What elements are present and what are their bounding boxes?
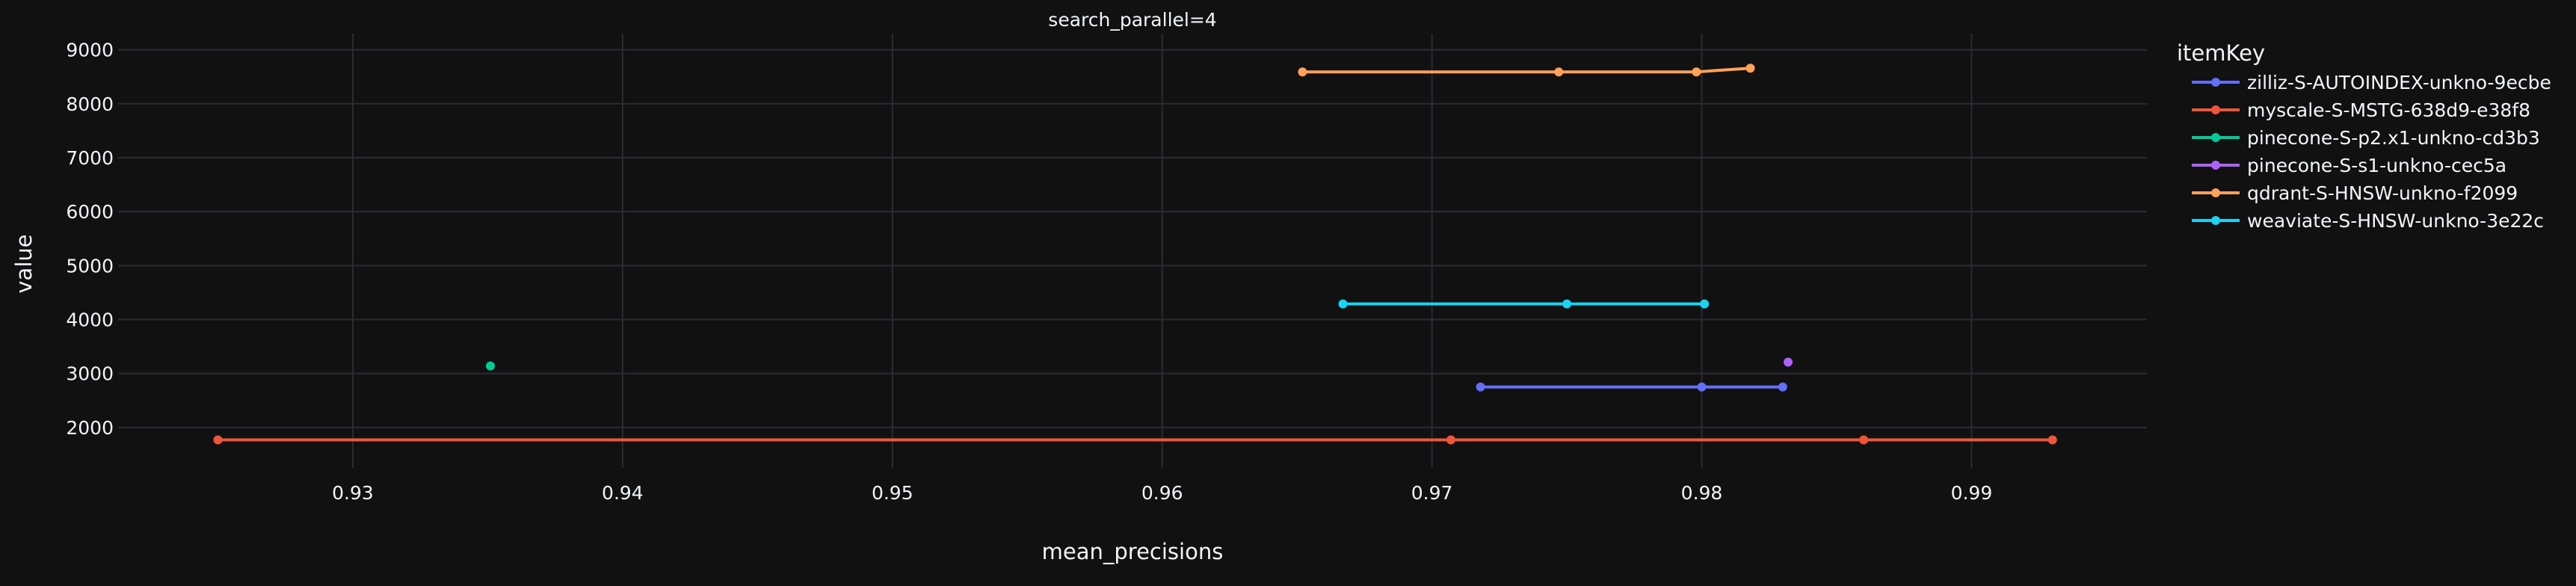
data-point[interactable] xyxy=(1784,357,1793,367)
data-point[interactable] xyxy=(2047,435,2057,445)
series-6[interactable] xyxy=(1338,299,1710,309)
y-tick-label: 6000 xyxy=(66,201,114,223)
data-point[interactable] xyxy=(1700,299,1710,309)
legend-label: qdrant-S-HNSW-unkno-f2099 xyxy=(2247,182,2518,204)
legend-items: zilliz-S-AUTOINDEX-unkno-9ecbe myscale-S-… xyxy=(2192,72,2551,232)
series-line[interactable] xyxy=(1302,67,1751,74)
series-4[interactable] xyxy=(1784,357,1793,367)
y-tick-label: 2000 xyxy=(66,417,114,439)
series-1[interactable] xyxy=(1476,382,1787,392)
legend-label: weaviate-S-HNSW-unkno-3e22c xyxy=(2247,210,2544,232)
legend-item[interactable]: pinecone-S-s1-unkno-cec5a xyxy=(2192,155,2506,176)
y-axis-title: value xyxy=(11,234,37,293)
data-point[interactable] xyxy=(213,435,223,445)
data-point[interactable] xyxy=(1446,435,1455,445)
x-tick-label: 0.98 xyxy=(1681,482,1723,504)
legend-swatch-marker xyxy=(2211,188,2220,197)
legend-item[interactable]: zilliz-S-AUTOINDEX-unkno-9ecbe xyxy=(2192,72,2551,93)
x-grid xyxy=(351,34,1973,468)
legend-swatch-marker xyxy=(2211,216,2220,225)
data-point[interactable] xyxy=(1338,299,1348,309)
x-tick-label: 0.99 xyxy=(1951,482,1993,504)
y-grid xyxy=(118,49,2147,428)
legend-item[interactable]: weaviate-S-HNSW-unkno-3e22c xyxy=(2192,210,2544,232)
x-tick-label: 0.94 xyxy=(602,482,644,504)
legend-swatch-marker xyxy=(2211,78,2220,87)
legend-label: pinecone-S-s1-unkno-cec5a xyxy=(2247,155,2506,176)
x-tick-label: 0.96 xyxy=(1141,482,1183,504)
y-tick-label: 7000 xyxy=(66,147,114,169)
legend-swatch-marker xyxy=(2211,133,2220,142)
data-point[interactable] xyxy=(1697,382,1707,392)
y-tick-label: 9000 xyxy=(66,40,114,61)
legend-swatch-marker xyxy=(2211,105,2220,114)
legend-label: zilliz-S-AUTOINDEX-unkno-9ecbe xyxy=(2247,72,2551,93)
y-tick-label: 4000 xyxy=(66,309,114,331)
data-point[interactable] xyxy=(1562,299,1572,309)
legend-item[interactable]: qdrant-S-HNSW-unkno-f2099 xyxy=(2192,182,2518,204)
y-tick-label: 3000 xyxy=(66,363,114,385)
legend: itemKey zilliz-S-AUTOINDEX-unkno-9ecbe my… xyxy=(2177,40,2551,232)
x-axis-title: mean_precisions xyxy=(1042,539,1224,564)
plot-area xyxy=(118,34,2147,468)
data-point[interactable] xyxy=(1778,382,1787,392)
series-2[interactable] xyxy=(213,435,2057,445)
x-tick-label: 0.97 xyxy=(1411,482,1453,504)
data-point[interactable] xyxy=(1298,67,1307,77)
legend-item[interactable]: myscale-S-MSTG-638d9-e38f8 xyxy=(2192,99,2530,121)
series-layer xyxy=(213,64,2057,445)
legend-title: itemKey xyxy=(2177,40,2265,66)
y-tick-label: 8000 xyxy=(66,93,114,115)
data-point[interactable] xyxy=(486,361,495,371)
data-point[interactable] xyxy=(1554,67,1564,77)
legend-item[interactable]: pinecone-S-p2.x1-unkno-cd3b3 xyxy=(2192,127,2540,149)
data-point[interactable] xyxy=(1476,382,1485,392)
x-tick-label: 0.93 xyxy=(332,482,374,504)
chart-title: search_parallel=4 xyxy=(1048,9,1216,31)
data-point[interactable] xyxy=(1859,435,1869,445)
y-tick-label: 5000 xyxy=(66,255,114,277)
data-point[interactable] xyxy=(1745,64,1755,73)
series-5[interactable] xyxy=(1298,64,1755,77)
y-tick-labels: 2000 3000 4000 5000 6000 7000 8000 9000 xyxy=(66,40,114,439)
legend-label: pinecone-S-p2.x1-unkno-cd3b3 xyxy=(2247,127,2540,149)
x-tick-labels: 0.93 0.94 0.95 0.96 0.97 0.98 0.99 xyxy=(332,482,1992,504)
series-3[interactable] xyxy=(486,361,495,371)
x-tick-label: 0.95 xyxy=(872,482,913,504)
legend-swatch-marker xyxy=(2211,161,2220,170)
legend-label: myscale-S-MSTG-638d9-e38f8 xyxy=(2247,99,2530,121)
data-point[interactable] xyxy=(1692,67,1701,77)
